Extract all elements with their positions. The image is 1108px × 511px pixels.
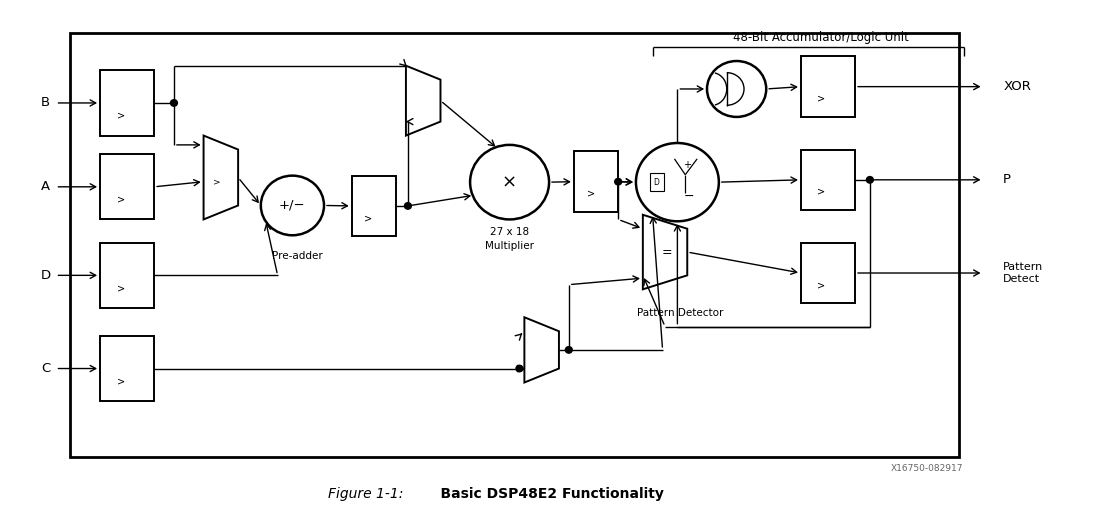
Bar [100, 243, 154, 308]
Circle shape [516, 365, 523, 372]
Text: C: C [41, 362, 50, 375]
Text: +/−: +/− [279, 199, 306, 212]
Text: >: > [365, 213, 372, 223]
Bar [574, 151, 618, 212]
Text: >: > [212, 177, 219, 186]
Circle shape [404, 203, 411, 209]
Bar [351, 176, 396, 236]
Text: =: = [661, 246, 673, 259]
Text: >: > [116, 377, 124, 386]
Text: 27 x 18: 27 x 18 [490, 227, 530, 238]
Bar [100, 154, 154, 219]
Bar [70, 33, 958, 457]
Bar [801, 56, 855, 117]
Circle shape [260, 176, 324, 235]
Bar [801, 150, 855, 210]
Text: D: D [41, 269, 51, 282]
Text: >: > [116, 195, 124, 205]
Circle shape [636, 143, 719, 221]
Text: Multiplier: Multiplier [485, 242, 534, 251]
Circle shape [470, 145, 550, 219]
Polygon shape [643, 215, 687, 289]
Text: Basic DSP48E2 Functionality: Basic DSP48E2 Functionality [421, 487, 664, 501]
Text: B: B [41, 97, 50, 109]
Text: Figure 1-1:: Figure 1-1: [328, 487, 421, 501]
Text: A: A [41, 180, 50, 193]
Polygon shape [524, 317, 558, 383]
Text: P: P [1003, 173, 1012, 187]
Text: ×: × [502, 173, 517, 191]
Circle shape [866, 177, 873, 183]
Text: >: > [818, 94, 825, 104]
Text: −: − [684, 190, 695, 203]
Text: >: > [818, 280, 825, 290]
Polygon shape [406, 66, 441, 135]
Text: >: > [586, 189, 595, 199]
Text: Pattern Detector: Pattern Detector [637, 308, 724, 318]
Text: XOR: XOR [1003, 80, 1032, 93]
Text: Pre-adder: Pre-adder [271, 251, 322, 261]
Text: X16750-082917: X16750-082917 [891, 464, 964, 473]
Text: Pattern
Detect: Pattern Detect [1003, 262, 1044, 284]
Text: 48-Bit Accumulator/Logic Unit: 48-Bit Accumulator/Logic Unit [732, 31, 909, 44]
Circle shape [171, 100, 177, 106]
Bar [100, 336, 154, 401]
Polygon shape [204, 135, 238, 219]
Bar [100, 71, 154, 135]
Bar [649, 173, 664, 192]
Text: >: > [818, 187, 825, 197]
Circle shape [707, 61, 767, 117]
Text: D: D [654, 178, 659, 187]
Text: >: > [116, 284, 124, 293]
Circle shape [615, 178, 622, 185]
Circle shape [565, 346, 572, 353]
Bar [801, 243, 855, 304]
Text: +: + [684, 160, 691, 170]
Text: >: > [116, 111, 124, 121]
